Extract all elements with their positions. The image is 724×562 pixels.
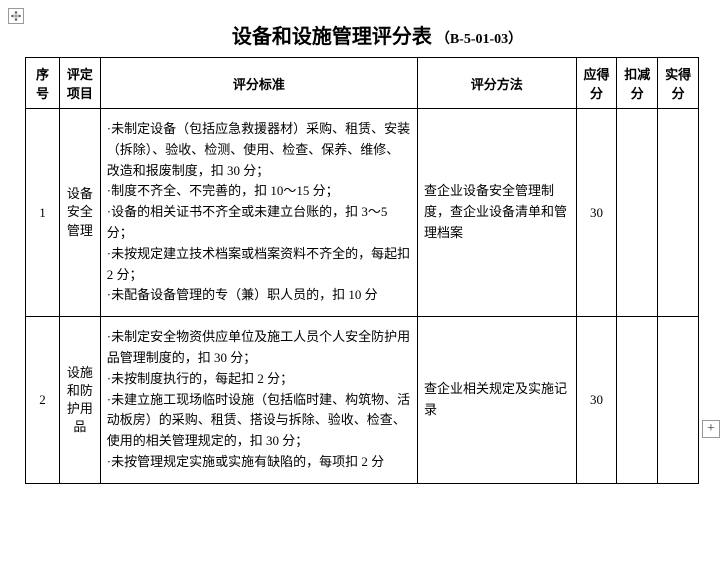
header-method: 评分方法 xyxy=(418,58,577,109)
cell-criteria: ·未制定设备（包括应急救援器材）采购、租赁、安装（拆除）、验收、检测、使用、检查… xyxy=(100,109,417,317)
cell-method: 查企业相关规定及实施记录 xyxy=(418,317,577,484)
cell-deduct xyxy=(617,109,658,317)
cell-deduct xyxy=(617,317,658,484)
cell-maxscore: 30 xyxy=(576,317,617,484)
cell-actual xyxy=(658,109,699,317)
cell-item: 设施和防护用品 xyxy=(59,317,100,484)
title-main: 设备和设施管理评分表 xyxy=(232,26,432,48)
cell-item: 设备安全管理 xyxy=(59,109,100,317)
scoring-table: 序号 评定项目 评分标准 评分方法 应得分 扣减分 实得分 1 设备安全管理 ·… xyxy=(25,57,699,484)
cell-method: 查企业设备安全管理制度，查企业设备清单和管理档案 xyxy=(418,109,577,317)
header-seq: 序号 xyxy=(26,58,60,109)
cell-actual xyxy=(658,317,699,484)
cell-criteria: ·未制定安全物资供应单位及施工人员个人安全防护用品管理制度的，扣 30 分；·未… xyxy=(100,317,417,484)
add-handle-icon[interactable]: + xyxy=(702,420,720,438)
header-maxscore: 应得分 xyxy=(576,58,617,109)
header-actual: 实得分 xyxy=(658,58,699,109)
title-code: （B-5-01-03） xyxy=(436,32,522,47)
header-criteria: 评分标准 xyxy=(100,58,417,109)
table-row: 2 设施和防护用品 ·未制定安全物资供应单位及施工人员个人安全防护用品管理制度的… xyxy=(26,317,699,484)
header-row: 序号 评定项目 评分标准 评分方法 应得分 扣减分 实得分 xyxy=(26,58,699,109)
header-item: 评定项目 xyxy=(59,58,100,109)
page-title: 设备和设施管理评分表 （B-5-01-03） xyxy=(55,20,699,49)
move-handle-icon[interactable] xyxy=(8,8,24,24)
table-row: 1 设备安全管理 ·未制定设备（包括应急救援器材）采购、租赁、安装（拆除）、验收… xyxy=(26,109,699,317)
cell-maxscore: 30 xyxy=(576,109,617,317)
cell-seq: 1 xyxy=(26,109,60,317)
header-deduct: 扣减分 xyxy=(617,58,658,109)
cell-seq: 2 xyxy=(26,317,60,484)
